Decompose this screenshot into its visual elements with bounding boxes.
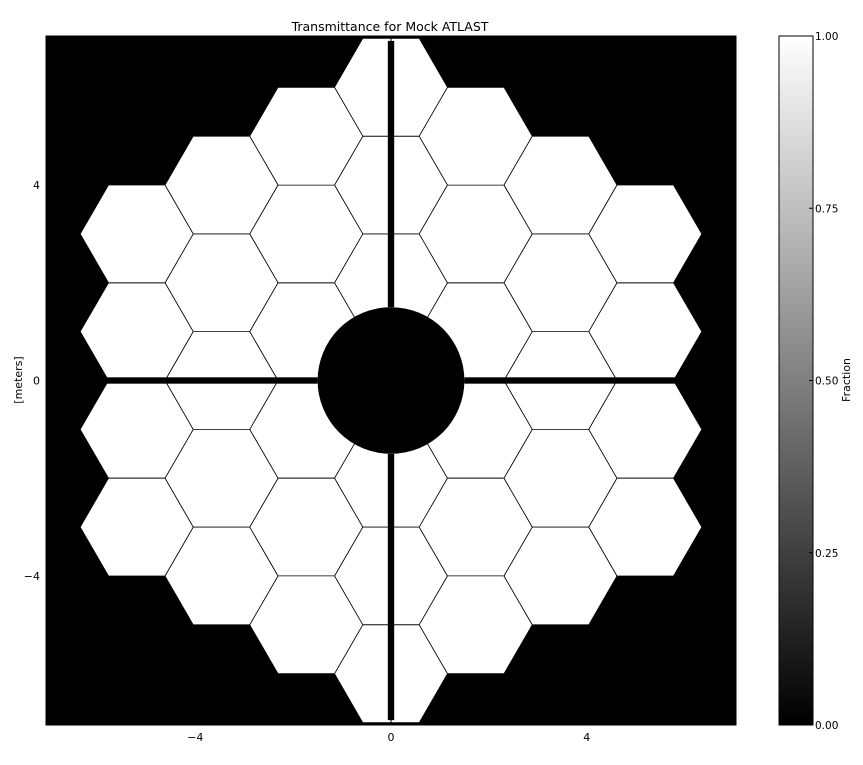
y-axis-ticks: −4 0 4	[24, 179, 736, 583]
chart-title: Transmittance for Mock ATLAST	[291, 19, 489, 34]
colorbar-tick-label: 0.00	[815, 720, 838, 732]
colorbar-ticks: 0.00 0.25 0.50 0.75 1.00	[809, 31, 838, 732]
x-tick-label: 4	[583, 731, 590, 744]
support-strut-right	[464, 377, 732, 384]
colorbar: 0.00 0.25 0.50 0.75 1.00 Fraction	[778, 31, 853, 732]
colorbar-tick-label: 1.00	[815, 31, 838, 43]
support-strut-bottom	[387, 453, 395, 721]
y-tick-label: 4	[33, 179, 40, 192]
x-tick-label: 0	[388, 731, 395, 744]
plot-area: −4 0 4 −4 0 4	[24, 35, 737, 744]
y-tick-label: −4	[24, 570, 40, 583]
x-tick-label: −4	[187, 731, 203, 744]
x-axis-ticks: −4 0 4	[187, 36, 590, 744]
mirror-segment-30	[588, 184, 703, 284]
colorbar-tick-label: 0.75	[815, 203, 838, 215]
y-axis-label: [meters]	[12, 356, 25, 403]
mirror-segment-34	[79, 184, 194, 284]
colorbar-tick-label: 0.25	[815, 548, 838, 560]
colorbar-gradient	[778, 35, 814, 726]
colorbar-label: Fraction	[840, 358, 853, 402]
mirror-segment-32	[588, 477, 703, 577]
central-obscuration	[317, 307, 465, 454]
support-strut-top	[387, 40, 395, 308]
colorbar-tick-label: 0.50	[815, 376, 838, 388]
y-tick-label: 0	[33, 375, 40, 388]
mirror-segment-36	[79, 477, 194, 577]
support-strut-left	[50, 377, 318, 384]
obstructions	[50, 40, 732, 721]
